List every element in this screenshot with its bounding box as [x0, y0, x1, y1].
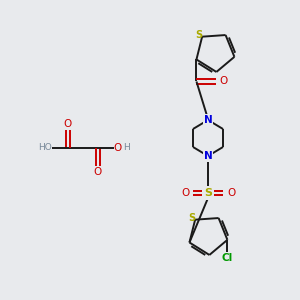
Text: S: S — [196, 30, 203, 40]
Text: O: O — [64, 119, 72, 129]
Text: Cl: Cl — [222, 253, 233, 263]
Text: N: N — [204, 151, 212, 161]
Text: H: H — [123, 143, 129, 152]
Text: O: O — [181, 188, 189, 198]
Text: O: O — [227, 188, 235, 198]
Text: O: O — [94, 167, 102, 177]
Text: HO: HO — [38, 143, 52, 152]
Text: S: S — [189, 213, 196, 223]
Text: N: N — [204, 115, 212, 125]
Text: O: O — [219, 76, 228, 86]
Text: O: O — [114, 143, 122, 153]
Text: S: S — [204, 188, 212, 198]
